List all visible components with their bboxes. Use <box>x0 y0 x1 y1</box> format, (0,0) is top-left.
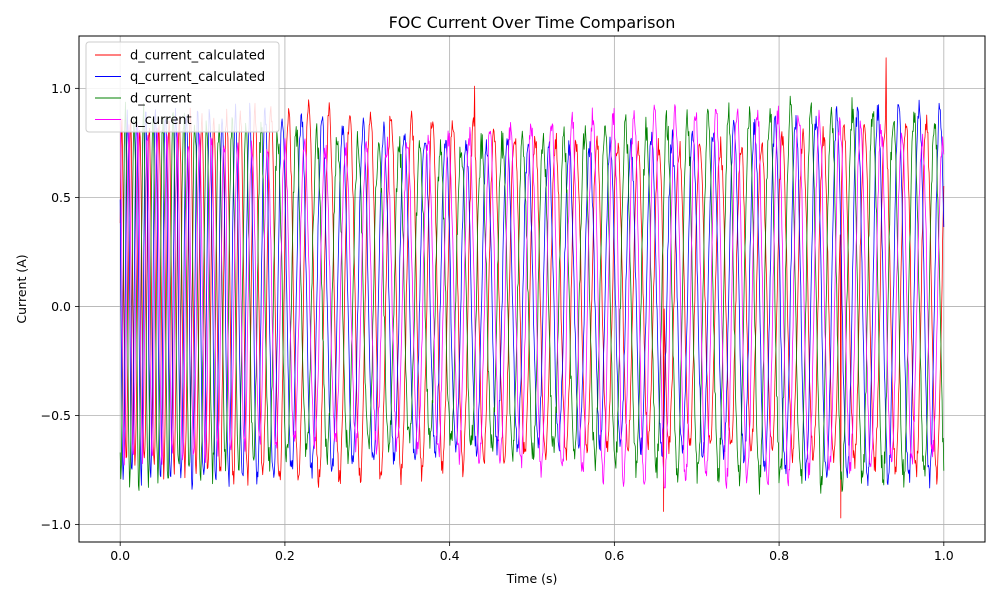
axis-ticks: 0.0 0.2 0.4 0.6 0.8 1.0 −1.0 −0.5 0.0 0.5 1.0 <box>41 81 954 563</box>
plot-frame <box>78 35 986 543</box>
y-tick-label: 0.5 <box>51 190 71 205</box>
d-current-line <box>119 95 945 495</box>
legend-label: q_current_calculated <box>130 70 265 85</box>
y-tick-label: 0.0 <box>51 299 71 314</box>
y-tick-label: 1.0 <box>51 81 71 96</box>
x-tick-label: 1.0 <box>934 548 954 563</box>
q-current-line <box>119 104 945 489</box>
legend-label: q_current <box>130 113 192 128</box>
chart-title: FOC Current Over Time Comparison <box>389 13 676 32</box>
y-axis-label: Current (A) <box>14 254 29 323</box>
x-tick-label: 0.0 <box>110 548 130 563</box>
legend: d_current_calculated q_current_calculated… <box>85 41 280 133</box>
q-current-calculated-line <box>119 99 945 490</box>
legend-label: d_current <box>130 92 192 107</box>
y-tick-label: −0.5 <box>41 408 71 423</box>
y-tick-label: −1.0 <box>41 517 71 532</box>
x-tick-label: 0.6 <box>604 548 624 563</box>
plot-series <box>119 57 945 519</box>
x-axis-label: Time (s) <box>506 571 558 586</box>
x-tick-label: 0.2 <box>275 548 295 563</box>
x-tick-label: 0.4 <box>440 548 460 563</box>
d-current-calculated-line <box>119 57 945 519</box>
legend-label: d_current_calculated <box>130 49 265 64</box>
x-tick-label: 0.8 <box>769 548 789 563</box>
legend-box <box>85 41 280 133</box>
